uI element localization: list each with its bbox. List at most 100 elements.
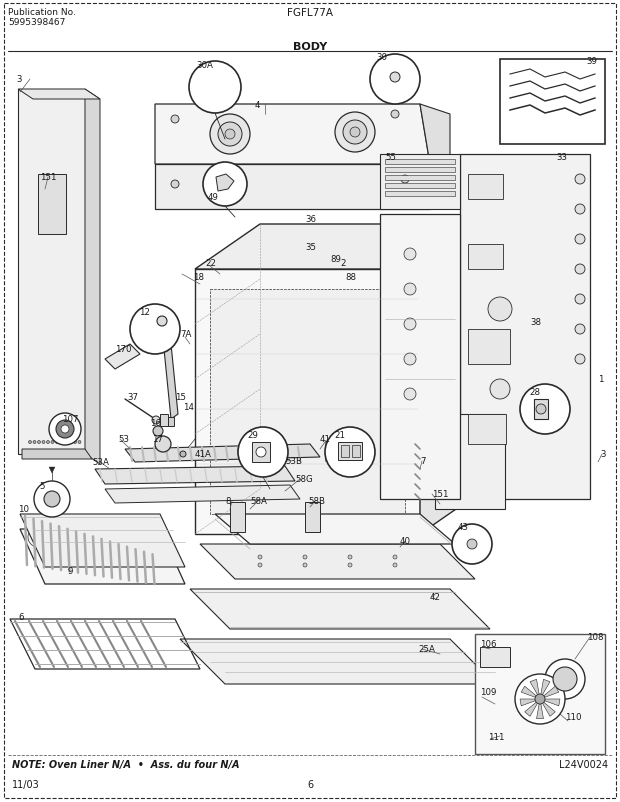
Circle shape	[303, 563, 307, 567]
Circle shape	[64, 441, 68, 444]
Bar	[168, 418, 174, 427]
Text: NOTE: Oven Liner N/A  •  Ass. du four N/A: NOTE: Oven Liner N/A • Ass. du four N/A	[12, 759, 239, 769]
Text: 55: 55	[385, 153, 396, 162]
Circle shape	[46, 441, 50, 444]
Text: 28: 28	[529, 388, 541, 397]
Text: 25A: 25A	[418, 645, 435, 654]
Text: 41A: 41A	[195, 450, 212, 459]
Text: 151: 151	[432, 490, 448, 499]
Bar	[480, 647, 510, 667]
Polygon shape	[195, 225, 485, 269]
Circle shape	[49, 414, 81, 445]
Text: 58B: 58B	[308, 497, 325, 506]
Bar	[305, 502, 320, 533]
Bar	[534, 399, 548, 419]
Text: 3: 3	[600, 450, 606, 459]
Circle shape	[343, 121, 367, 145]
Polygon shape	[18, 90, 100, 100]
Bar	[385, 192, 455, 196]
Polygon shape	[215, 514, 455, 545]
Circle shape	[218, 123, 242, 147]
Circle shape	[258, 563, 262, 567]
Text: 2: 2	[340, 259, 345, 268]
Bar	[468, 415, 506, 444]
Polygon shape	[536, 704, 544, 719]
Text: 170: 170	[115, 345, 131, 354]
Text: 33: 33	[556, 153, 567, 162]
Circle shape	[33, 441, 36, 444]
Circle shape	[303, 555, 307, 559]
Circle shape	[350, 128, 360, 138]
Bar	[160, 415, 168, 427]
Circle shape	[238, 427, 288, 477]
Circle shape	[42, 441, 45, 444]
Circle shape	[401, 176, 409, 184]
Circle shape	[256, 448, 266, 457]
Circle shape	[157, 317, 167, 326]
Text: 5: 5	[39, 482, 45, 491]
Text: 9: 9	[68, 567, 73, 576]
Bar	[352, 445, 360, 457]
Polygon shape	[541, 679, 550, 695]
Polygon shape	[460, 155, 590, 500]
Circle shape	[488, 298, 512, 322]
Polygon shape	[521, 687, 536, 698]
Circle shape	[553, 667, 577, 691]
Text: 36: 36	[305, 215, 316, 225]
Text: 11/03: 11/03	[12, 779, 40, 789]
Circle shape	[575, 294, 585, 305]
Circle shape	[145, 528, 165, 547]
Circle shape	[515, 674, 565, 724]
Circle shape	[393, 555, 397, 559]
Bar	[230, 502, 245, 533]
Text: 35: 35	[305, 243, 316, 252]
Circle shape	[258, 555, 262, 559]
Polygon shape	[125, 444, 320, 463]
Circle shape	[78, 441, 81, 444]
Circle shape	[189, 62, 241, 114]
Text: 40: 40	[400, 537, 411, 546]
Bar	[210, 290, 405, 514]
Text: 89: 89	[330, 255, 341, 264]
Circle shape	[404, 284, 416, 296]
Text: 12: 12	[140, 308, 151, 317]
Circle shape	[467, 539, 477, 549]
Circle shape	[210, 115, 250, 155]
Circle shape	[60, 441, 63, 444]
Circle shape	[34, 481, 70, 517]
Polygon shape	[420, 105, 450, 180]
Circle shape	[575, 205, 585, 215]
Polygon shape	[200, 545, 475, 579]
Text: 4: 4	[255, 100, 260, 109]
Text: 43: 43	[458, 523, 469, 532]
Circle shape	[575, 354, 585, 365]
Circle shape	[393, 563, 397, 567]
Circle shape	[575, 325, 585, 334]
Text: 6: 6	[307, 779, 313, 789]
Polygon shape	[216, 175, 234, 192]
Text: 39: 39	[586, 58, 597, 67]
Circle shape	[56, 441, 58, 444]
Circle shape	[490, 379, 510, 399]
Bar	[252, 443, 270, 463]
Text: 107: 107	[62, 415, 79, 424]
Circle shape	[535, 695, 545, 704]
Circle shape	[348, 563, 352, 567]
Text: 16: 16	[150, 419, 161, 428]
Circle shape	[203, 163, 247, 207]
Circle shape	[575, 175, 585, 184]
Text: 29: 29	[247, 431, 259, 440]
Polygon shape	[525, 703, 538, 716]
Bar	[385, 168, 455, 172]
Text: 5995398467: 5995398467	[8, 18, 65, 27]
Circle shape	[28, 528, 48, 547]
Bar	[468, 175, 503, 200]
Text: 38: 38	[530, 318, 541, 327]
Text: BODY: BODY	[293, 42, 327, 52]
Bar	[341, 445, 349, 457]
Text: 88: 88	[345, 273, 356, 282]
Bar	[468, 330, 510, 365]
Polygon shape	[49, 468, 55, 473]
Text: 21: 21	[335, 431, 345, 440]
Polygon shape	[95, 467, 295, 484]
